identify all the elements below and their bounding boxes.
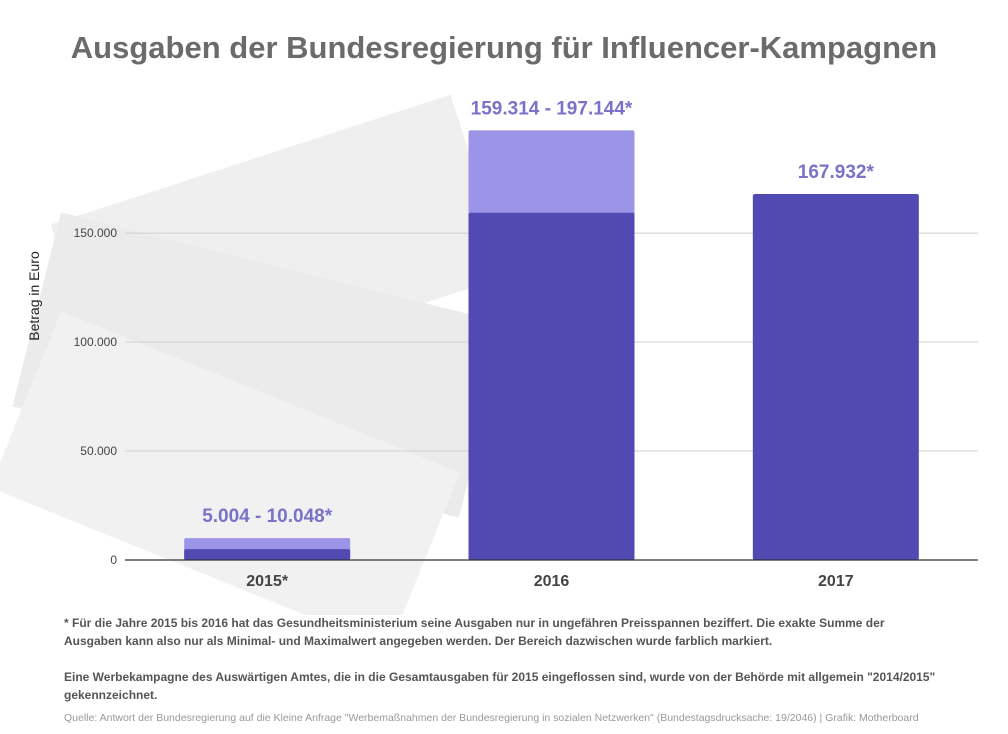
y-tick-label: 50.000 [80, 444, 117, 458]
x-tick-label: 2015* [246, 573, 289, 590]
source-line: Quelle: Antwort der Bundesregierung auf … [64, 712, 919, 724]
bar-value [184, 549, 351, 560]
bar-chart: 0 50.000 100.000 150.000 5.004 - 10.048* 2015… [74, 98, 978, 590]
remark: Eine Werbekampagne des Auswärtigen Amtes… [64, 670, 936, 702]
chart-notes: * Für die Jahre 2015 bis 2016 hat das Ge… [64, 614, 944, 704]
data-label: 159.314 - 197.144* [471, 98, 633, 119]
y-tick-label: 150.000 [74, 226, 118, 240]
x-tick-label: 2016 [534, 573, 570, 590]
x-tick-label: 2017 [818, 573, 854, 590]
y-tick-label: 100.000 [74, 335, 118, 349]
footnote: * Für die Jahre 2015 bis 2016 hat das Ge… [64, 616, 885, 648]
data-label: 5.004 - 10.048* [202, 506, 333, 527]
bar-value [752, 193, 919, 560]
chart-title: Ausgaben der Bundesregierung für Influen… [70, 30, 938, 65]
y-tick-label: 0 [110, 553, 117, 567]
data-label: 167.932* [798, 162, 875, 183]
bar-value [468, 212, 635, 561]
